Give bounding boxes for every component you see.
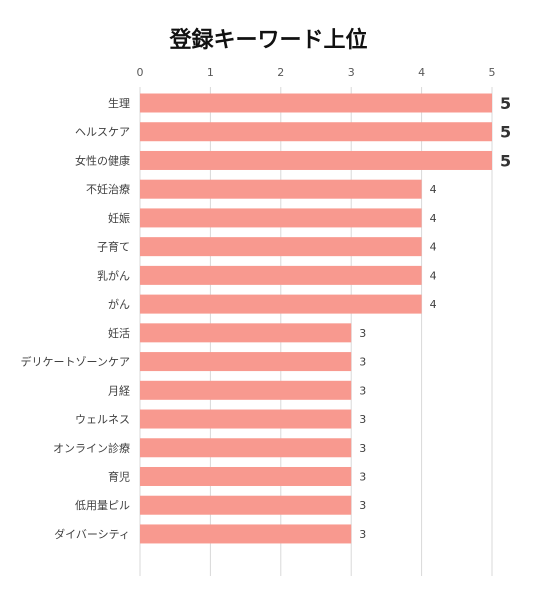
bar — [140, 265, 422, 285]
category-label: 不妊治療 — [86, 182, 130, 196]
bar — [140, 294, 422, 314]
category-label: 生理 — [108, 96, 130, 110]
category-label: 乳がん — [97, 268, 130, 282]
category-label: オンライン診療 — [53, 441, 130, 455]
bar — [140, 380, 352, 400]
data-label: 3 — [359, 499, 366, 512]
bar — [140, 179, 422, 199]
data-label: 3 — [359, 356, 366, 369]
data-label: 3 — [359, 528, 366, 541]
bar — [140, 237, 422, 257]
category-label: がん — [108, 297, 130, 311]
bar — [140, 323, 352, 343]
category-label: 妊活 — [108, 326, 130, 340]
data-label: 3 — [359, 470, 366, 483]
data-label: 5 — [500, 94, 511, 113]
category-label: 妊娠 — [108, 211, 130, 225]
bar — [140, 409, 352, 429]
data-label: 4 — [430, 241, 437, 254]
data-label: 4 — [430, 183, 437, 196]
category-label: 育児 — [108, 469, 130, 483]
category-label: 子育て — [97, 240, 130, 254]
bar — [140, 122, 492, 142]
data-label: 4 — [430, 298, 437, 311]
bar — [140, 438, 352, 458]
bar — [140, 208, 422, 228]
x-tick-label: 2 — [277, 66, 284, 79]
x-tick-label: 1 — [207, 66, 214, 79]
category-label: ダイバーシティ — [54, 527, 130, 541]
chart-title: 登録キーワード上位 — [169, 28, 368, 53]
category-label: 低用量ピル — [75, 499, 130, 512]
data-label: 3 — [359, 327, 366, 340]
x-tick-label: 3 — [348, 66, 355, 79]
data-label: 3 — [359, 442, 366, 455]
category-label: 月経 — [108, 384, 130, 397]
data-label: 3 — [359, 384, 366, 397]
category-label: 女性の健康 — [75, 153, 130, 167]
data-label: 5 — [500, 123, 511, 142]
x-tick-label: 4 — [418, 66, 425, 79]
x-tick-label: 0 — [137, 66, 144, 79]
bar — [140, 524, 352, 544]
bar — [140, 150, 492, 170]
data-label: 3 — [359, 413, 366, 426]
bar — [140, 495, 352, 515]
bar — [140, 93, 492, 113]
data-label: 4 — [430, 212, 437, 225]
category-label: デリケートゾーンケア — [21, 355, 130, 369]
data-label: 5 — [500, 151, 511, 170]
x-tick-label: 5 — [489, 66, 496, 79]
bar — [140, 466, 352, 486]
data-label: 4 — [430, 269, 437, 282]
category-label: ヘルスケア — [75, 126, 130, 139]
category-label: ウェルネス — [75, 413, 130, 426]
bar — [140, 352, 352, 372]
